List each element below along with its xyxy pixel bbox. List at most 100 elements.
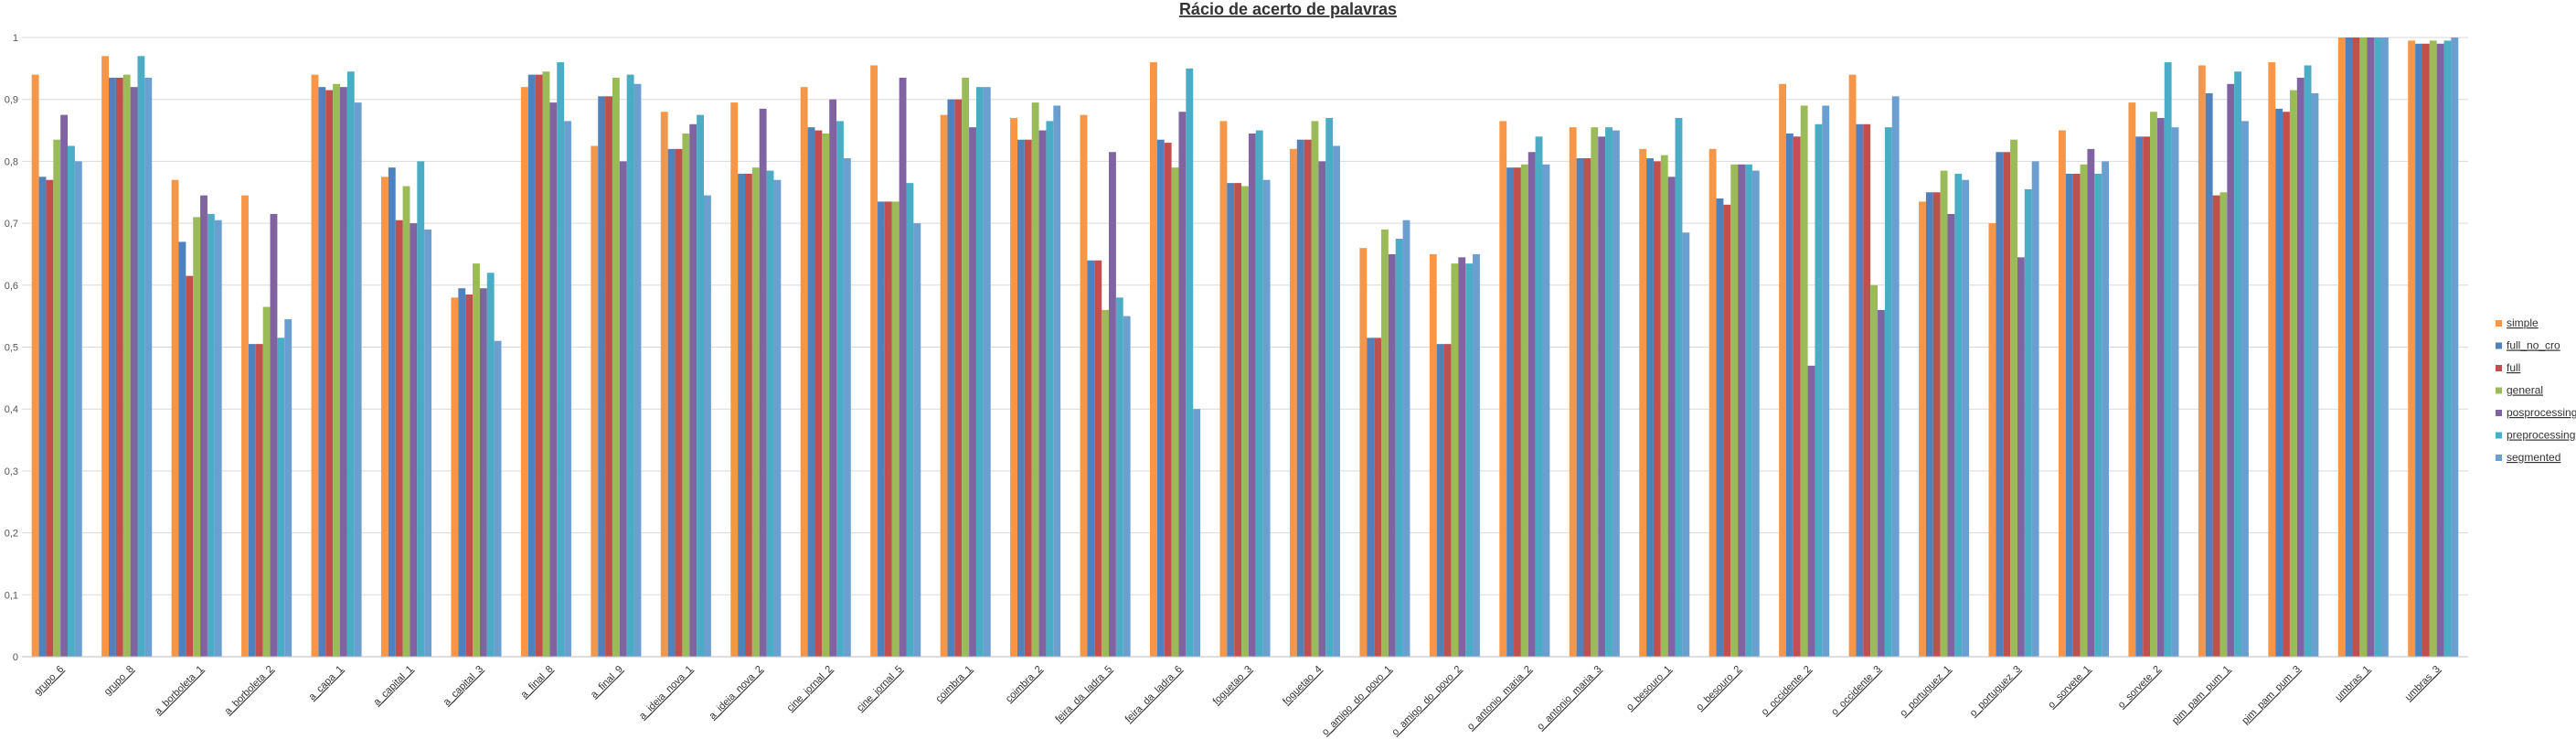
bar bbox=[2087, 148, 2095, 658]
bar bbox=[465, 294, 474, 657]
bar bbox=[675, 148, 683, 658]
bar bbox=[667, 148, 676, 658]
series-segmented bbox=[74, 38, 2459, 658]
bar bbox=[380, 177, 389, 657]
x-tick-label: cine_jornal_5 bbox=[855, 664, 905, 714]
bar bbox=[807, 127, 815, 657]
y-tick-label: 0,3 bbox=[5, 466, 18, 477]
bar bbox=[2003, 152, 2011, 657]
bar bbox=[2422, 43, 2430, 657]
bar bbox=[962, 78, 970, 657]
bar bbox=[53, 139, 61, 657]
bar bbox=[424, 229, 432, 657]
bar bbox=[1080, 114, 1088, 658]
bar bbox=[2010, 139, 2017, 657]
bar bbox=[1436, 344, 1444, 657]
bar bbox=[2128, 102, 2136, 658]
y-tick-label: 0,4 bbox=[5, 404, 18, 415]
legend-label: full_no_cro bbox=[2507, 339, 2560, 352]
x-tick-label: a_capa_1 bbox=[307, 664, 346, 703]
bar bbox=[1535, 136, 1543, 657]
legend-swatch bbox=[2496, 320, 2502, 327]
bar bbox=[1359, 248, 1368, 657]
bar bbox=[1569, 127, 1577, 657]
bar bbox=[527, 74, 536, 658]
bar bbox=[1932, 192, 1941, 657]
bar bbox=[109, 78, 116, 657]
x-tick-label: grupo_8 bbox=[102, 664, 136, 698]
bar bbox=[1605, 127, 1613, 657]
x-tick-label: o_sorvete_1 bbox=[2046, 664, 2092, 711]
bar bbox=[2436, 43, 2444, 657]
bar bbox=[2212, 195, 2220, 657]
bar bbox=[1429, 253, 1437, 657]
bar bbox=[1660, 155, 1668, 657]
bar bbox=[1333, 145, 1340, 658]
bar bbox=[1010, 118, 1017, 657]
bar bbox=[1178, 112, 1187, 658]
bar bbox=[2227, 83, 2235, 657]
bar bbox=[1947, 213, 1955, 657]
bar bbox=[814, 130, 823, 658]
bar bbox=[1046, 121, 1054, 657]
bar bbox=[458, 288, 466, 657]
x-tick-label: o_antonio_maria_3 bbox=[1535, 664, 1603, 733]
bar bbox=[1848, 74, 1857, 658]
bar bbox=[255, 344, 263, 657]
bar bbox=[738, 173, 745, 657]
bar bbox=[494, 340, 502, 657]
bar bbox=[1186, 68, 1194, 658]
y-tick-label: 0,7 bbox=[5, 219, 18, 230]
bar bbox=[1248, 133, 1256, 657]
bar bbox=[451, 297, 459, 657]
bar bbox=[1925, 192, 1933, 657]
series-posprocessing bbox=[60, 38, 2444, 658]
bar bbox=[2135, 136, 2144, 657]
x-tick-label: a_ideia_nova_1 bbox=[637, 664, 695, 722]
bar bbox=[682, 133, 690, 657]
x-tick-label: feira_da_ladra_6 bbox=[1123, 664, 1185, 725]
bar bbox=[704, 195, 711, 657]
bar bbox=[2275, 108, 2283, 658]
bar bbox=[975, 87, 984, 657]
series-general bbox=[53, 38, 2437, 658]
bar bbox=[2359, 38, 2368, 657]
bar bbox=[1458, 257, 1466, 657]
bar bbox=[1024, 139, 1032, 657]
bar bbox=[2205, 92, 2213, 658]
bar bbox=[1878, 309, 1885, 657]
bar bbox=[1473, 253, 1480, 657]
legend-label: preprocessing bbox=[2507, 429, 2575, 442]
x-tick-label: a_ideia_nova_2 bbox=[708, 664, 765, 722]
bar bbox=[2024, 188, 2032, 657]
bar bbox=[1646, 158, 1654, 657]
bar bbox=[346, 71, 355, 658]
y-axis-tick-labels: 0 0,1 0,2 0,3 0,4 0,5 0,6 0,7 0,8 0,9 1 bbox=[5, 33, 18, 663]
bar bbox=[1891, 96, 1900, 657]
bar bbox=[130, 87, 138, 657]
bar bbox=[1094, 260, 1102, 657]
bar bbox=[745, 173, 752, 657]
bar bbox=[1751, 170, 1760, 658]
bar bbox=[1156, 139, 1165, 657]
bar bbox=[74, 161, 82, 657]
bar bbox=[1241, 186, 1249, 658]
bar bbox=[1653, 161, 1661, 657]
bar bbox=[270, 213, 278, 657]
bar bbox=[186, 275, 194, 657]
bar bbox=[31, 74, 39, 658]
bar bbox=[626, 74, 634, 658]
x-tick-label: o_antonio_maria_2 bbox=[1465, 664, 1534, 733]
legend-swatch bbox=[2496, 432, 2502, 439]
bar bbox=[1031, 102, 1039, 658]
bar bbox=[1465, 263, 1474, 657]
x-tick-label: o_sorvete_2 bbox=[2116, 664, 2163, 711]
bar bbox=[284, 319, 293, 657]
bar bbox=[1451, 263, 1459, 657]
bar bbox=[2429, 40, 2437, 657]
legend-label: posprocessing bbox=[2507, 406, 2576, 419]
x-tick-label: umbras_1 bbox=[2333, 664, 2372, 703]
bar bbox=[2102, 161, 2110, 657]
